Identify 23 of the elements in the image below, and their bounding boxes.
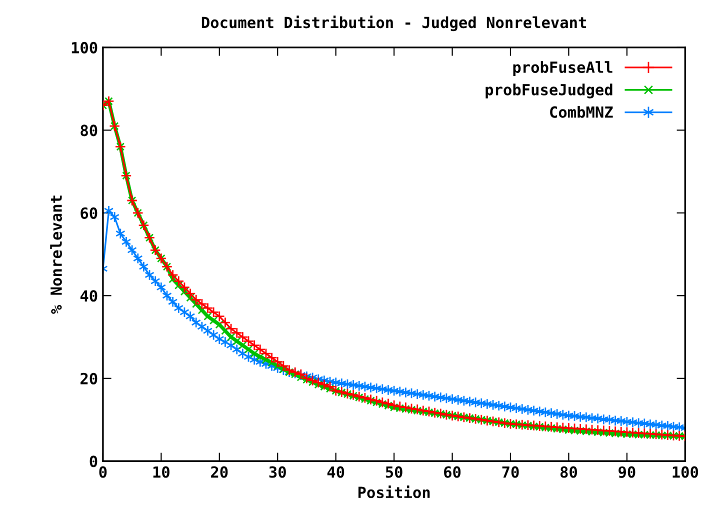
x-tick-label: 30 [269,466,286,478]
legend-label: CombMNZ [550,106,613,118]
y-tick-label: 60 [80,207,98,219]
x-tick-label: 40 [327,466,344,478]
x-tick-label: 90 [618,466,636,478]
y-axis-title: % Nonrelevant [50,196,62,314]
y-tick-label: 80 [80,124,98,136]
y-tick-label: 0 [90,456,98,468]
x-tick-label: 20 [211,466,228,478]
x-tick-label: 10 [153,466,170,478]
x-axis-title: Position [358,486,430,498]
chart-title: Document Distribution - Judged Nonrelevant [202,16,586,32]
y-tick-label: 100 [72,42,98,54]
x-tick-label: 60 [444,466,461,478]
x-tick-label: 50 [386,466,402,478]
y-tick-label: 40 [80,290,98,302]
y-tick-label: 20 [80,372,98,384]
legend-label: probFuseJudged [486,84,612,98]
x-tick-label: 0 [99,466,107,478]
x-tick-label: 80 [560,466,577,478]
legend-label: probFuseAll [513,61,612,76]
x-tick-label: 70 [502,466,519,478]
x-tick-label: 100 [672,466,698,478]
